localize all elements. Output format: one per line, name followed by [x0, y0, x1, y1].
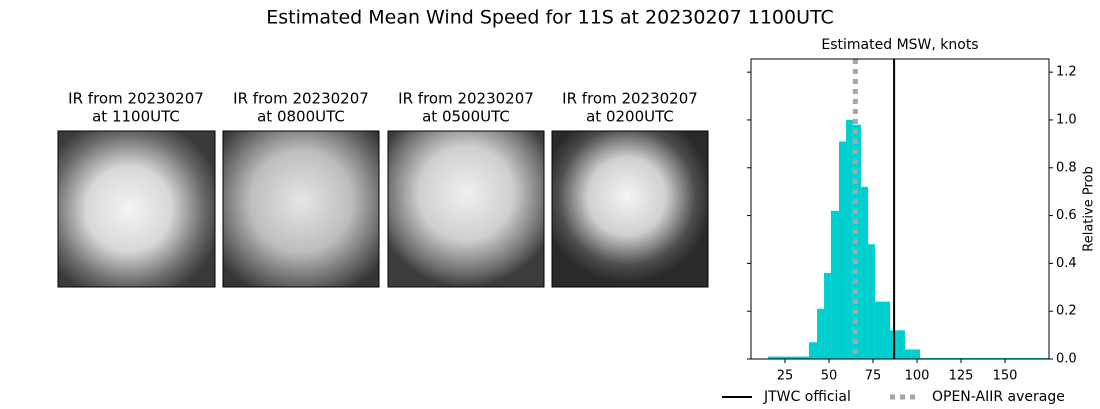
bar	[824, 272, 831, 359]
bar	[905, 349, 912, 359]
x-tick-label: 50	[821, 369, 838, 384]
x-tick-label: 150	[993, 369, 1018, 384]
panel-title: at 1100UTC	[92, 108, 180, 126]
bar	[768, 356, 809, 359]
bar	[911, 349, 920, 359]
panel-title: IR from 20230207	[233, 90, 369, 108]
y-tick-label: 1.0	[1056, 112, 1077, 127]
y-tick-label: 1.2	[1056, 65, 1077, 80]
x-tick-label: 100	[905, 369, 930, 384]
x-tick-label: 125	[949, 369, 974, 384]
bar	[817, 308, 825, 359]
panel-title: IR from 20230207	[398, 90, 534, 108]
bar	[861, 186, 869, 359]
ir-image	[551, 130, 709, 288]
ir-image	[57, 130, 216, 288]
y-tick-label: 0.8	[1056, 160, 1077, 175]
ir-panel: IR from 20230207 at 0500UTC	[387, 90, 545, 288]
histogram: 25 50 75 100 125 150 0.0 0.2 0.4 0.6 0.8 1.0 1.2 Rela…	[722, 58, 1097, 405]
x-tick-label: 25	[777, 369, 794, 384]
figure-title: Estimated Mean Wind Speed for 11S at 202…	[266, 7, 834, 29]
y-tick-label: 0.0	[1056, 352, 1077, 367]
bar	[874, 301, 884, 359]
bar	[896, 330, 906, 359]
y-tick-label: 0.6	[1056, 208, 1077, 223]
bar	[868, 244, 875, 359]
y-tick-label: 0.2	[1056, 304, 1077, 319]
legend-label: JTWC official	[763, 389, 851, 405]
panel-title: at 0500UTC	[422, 108, 510, 126]
bar	[883, 301, 891, 359]
bar	[808, 342, 818, 359]
ir-panel: IR from 20230207 at 0800UTC	[222, 90, 380, 288]
panel-title: at 0200UTC	[586, 108, 674, 126]
bar	[839, 141, 847, 359]
ir-image	[222, 130, 380, 288]
plot-frame	[750, 58, 1050, 360]
ir-panel: IR from 20230207 at 0200UTC	[551, 90, 709, 288]
panel-title: IR from 20230207	[562, 90, 698, 108]
y-axis-label: Relative Prob	[1082, 166, 1097, 251]
panel-title: at 0800UTC	[257, 108, 345, 126]
x-tick-label: 75	[865, 369, 882, 384]
legend-label: OPEN-AIIR average	[932, 389, 1065, 405]
chart-title: Estimated MSW, knots	[821, 37, 978, 53]
bar	[830, 210, 840, 359]
y-tick-label: 0.4	[1056, 256, 1077, 271]
ir-image	[387, 130, 545, 288]
ir-panel: IR from 20230207 at 1100UTC	[57, 90, 216, 288]
bar	[846, 119, 853, 359]
panel-title: IR from 20230207	[68, 90, 204, 108]
